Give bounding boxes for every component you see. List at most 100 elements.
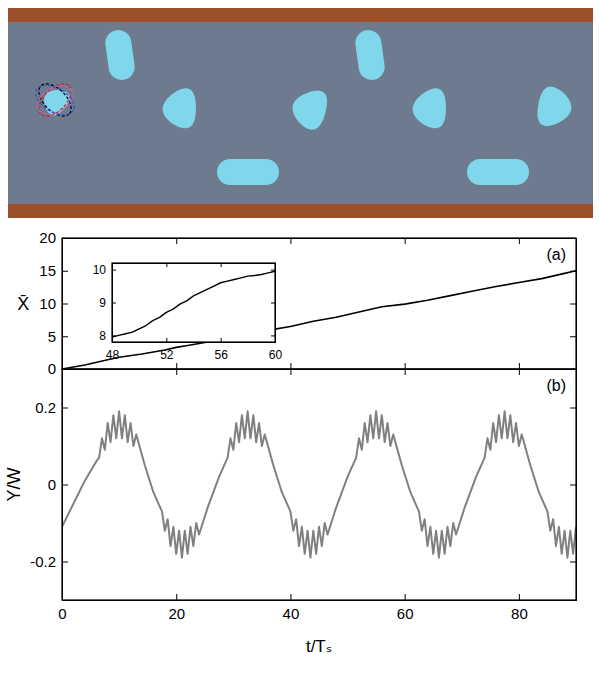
tick-mark (519, 594, 520, 600)
orientation-outline (33, 80, 78, 120)
tick: 40 (283, 594, 300, 622)
tick-mark (405, 369, 406, 375)
tick (271, 303, 275, 304)
plot-area (112, 271, 275, 337)
tick-label: 20 (39, 229, 56, 246)
particle-triangle (535, 85, 575, 130)
tick-mark (221, 263, 222, 267)
tick-mark (519, 363, 520, 369)
tick-mark (290, 369, 291, 375)
tick: 0.2 (35, 399, 68, 416)
tick-mark (271, 335, 275, 336)
particle-triangle (413, 88, 446, 128)
tick-label: 20 (168, 605, 185, 622)
tick-mark (290, 238, 291, 244)
axis-line (63, 239, 69, 370)
particle-triangle (288, 85, 331, 132)
tick-mark (62, 485, 68, 486)
tick: 0 (48, 476, 68, 493)
tick-mark (166, 338, 167, 342)
tick-mark (570, 271, 576, 272)
panel-label: (a) (546, 246, 566, 263)
tick (271, 335, 275, 336)
particle-horizontal (217, 159, 279, 185)
axis-line (63, 239, 577, 245)
tick (570, 408, 576, 409)
tick-mark (166, 263, 167, 267)
tick: 9 (99, 296, 116, 310)
tick-mark (570, 562, 576, 563)
tick-mark (62, 408, 68, 409)
axis-line (113, 264, 276, 268)
tick-label: 0 (48, 476, 56, 493)
axis-line (113, 264, 117, 343)
tick-label: 10 (39, 295, 56, 312)
tick-label: 80 (511, 605, 528, 622)
tick-mark (271, 303, 275, 304)
tick: 8 (99, 329, 116, 343)
tick (570, 336, 576, 337)
tick-mark (570, 336, 576, 337)
tick-label: 0.2 (35, 399, 56, 416)
tick-mark (405, 594, 406, 600)
x-axis-mirror (63, 238, 577, 244)
tick-label: 5 (48, 328, 56, 345)
tick-mark (62, 336, 68, 337)
panel-label: (b) (546, 377, 566, 394)
orientation-outline (33, 78, 77, 122)
y-axis: 0 5 10 15 20 (39, 229, 68, 377)
tick-label: 8 (99, 329, 106, 343)
axis-line (63, 370, 69, 601)
tick-mark (176, 594, 177, 600)
x-axis-mirror (63, 369, 577, 375)
inset-background (112, 263, 275, 342)
tick-label: 60 (397, 605, 414, 622)
x-axis-title: t/Tₛ (306, 637, 332, 656)
tick (166, 263, 167, 267)
tick (405, 238, 406, 244)
panel: 891048525660 (93, 263, 283, 362)
particle-vertical (354, 28, 387, 81)
tick (405, 369, 406, 375)
tick-mark (519, 369, 520, 375)
tick (290, 238, 291, 244)
tick (176, 369, 177, 375)
tick-label: 0 (48, 360, 56, 377)
tick: 10 (39, 295, 68, 312)
tick-mark (290, 594, 291, 600)
figure: 05101520(a)X̄-0.200.2020406080(b)t/TₛY/W… (0, 0, 601, 697)
tick-mark (570, 485, 576, 486)
orientation-outline (33, 78, 77, 122)
tick-label: 9 (99, 296, 106, 310)
tick-label: 15 (39, 262, 56, 279)
tick (570, 485, 576, 486)
tick: 20 (168, 594, 185, 622)
panel: -0.200.2020406080(b)t/TₛY/W (4, 369, 576, 656)
x-axis: 0 20 40 60 80 (58, 594, 576, 622)
tick (176, 238, 177, 244)
tracked-particle (31, 78, 79, 122)
tick-mark (570, 304, 576, 305)
tick (176, 363, 177, 369)
tick: 5 (48, 328, 68, 345)
tick-mark (176, 238, 177, 244)
wall-bottom (8, 204, 593, 218)
tick-mark (290, 363, 291, 369)
tick-label: 10 (93, 263, 107, 277)
particle-triangle (163, 88, 196, 128)
plot-frame (112, 263, 275, 342)
orientation-outline (31, 79, 79, 121)
tick-mark (62, 562, 68, 563)
wall-top (8, 8, 593, 22)
tick: 60 (397, 594, 414, 622)
tick-mark (176, 369, 177, 375)
tick (519, 238, 520, 244)
tick-mark (176, 363, 177, 369)
tick (570, 304, 576, 305)
tick-mark (221, 338, 222, 342)
x-axis-mirror (113, 263, 276, 267)
tick-label: 0 (58, 605, 66, 622)
tick-mark (62, 304, 68, 305)
tick-mark (405, 238, 406, 244)
panel: 05101520(a)X̄ (17, 229, 576, 377)
